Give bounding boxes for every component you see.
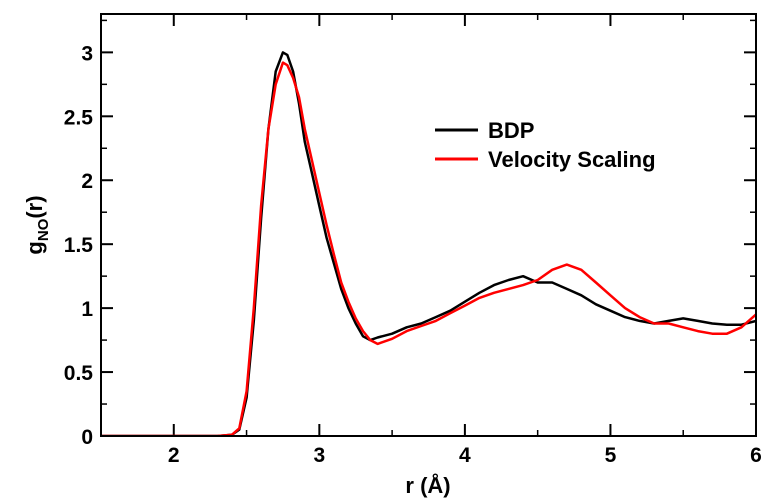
x-axis-label: r (Å) bbox=[405, 472, 450, 498]
x-tick-label: 6 bbox=[750, 444, 762, 467]
axis-tick-labels: 2 3 4 5 6 0 0.5 1 1.5 2 2.5 3 bbox=[64, 42, 762, 467]
y-axis-label-main: g bbox=[22, 241, 47, 254]
y-axis-label: gNO(r) bbox=[22, 195, 52, 254]
y-tick-label: 2 bbox=[81, 170, 93, 193]
y-axis-label-tail: (r) bbox=[22, 195, 47, 218]
axis-ticks bbox=[100, 14, 757, 437]
y-tick-label: 3 bbox=[81, 42, 93, 65]
series-line-bdp bbox=[101, 51, 756, 436]
legend: BDP Velocity Scaling bbox=[435, 118, 656, 172]
x-tick-label: 4 bbox=[459, 444, 471, 467]
y-tick-label: 0 bbox=[81, 426, 93, 449]
plot-frame bbox=[100, 13, 757, 437]
series-line-velocity-scaling bbox=[101, 61, 756, 436]
y-tick-label: 1 bbox=[81, 298, 93, 321]
x-tick-label: 3 bbox=[313, 444, 325, 467]
y-tick-label: 2.5 bbox=[64, 106, 94, 129]
y-tick-label: 1.5 bbox=[64, 234, 94, 257]
svg-text:gNO(r): gNO(r) bbox=[22, 195, 52, 254]
x-tick-label: 5 bbox=[605, 444, 617, 467]
series-layer bbox=[101, 51, 756, 436]
y-tick-label: 0.5 bbox=[64, 362, 94, 385]
legend-label-bdp: BDP bbox=[488, 118, 534, 143]
y-axis-label-sub: NO bbox=[35, 218, 52, 241]
legend-label-velocity-scaling: Velocity Scaling bbox=[488, 147, 656, 172]
x-tick-label: 2 bbox=[168, 444, 180, 467]
